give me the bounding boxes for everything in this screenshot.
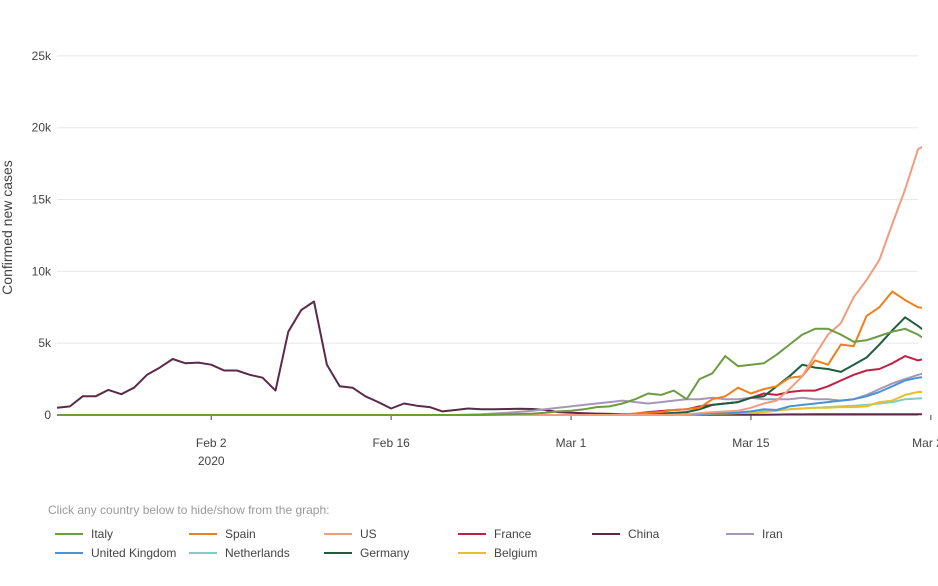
legend-item-united-kingdom[interactable]: United Kingdom	[55, 544, 176, 562]
x-tick-label: Mar 1	[556, 436, 587, 450]
series-line-united-kingdom	[57, 376, 922, 416]
legend-swatch	[189, 533, 217, 535]
legend-item-china[interactable]: China	[592, 525, 659, 543]
y-tick-label: 0	[44, 408, 51, 422]
legend-swatch	[458, 533, 486, 535]
legend-swatch	[189, 552, 217, 554]
series-line-us	[57, 145, 922, 416]
legend-item-iran[interactable]: Iran	[726, 525, 783, 543]
series-line-spain	[57, 290, 922, 416]
x-tick-label: Feb 16	[372, 436, 410, 450]
legend-item-france[interactable]: France	[458, 525, 531, 543]
legend-label: Italy	[91, 527, 114, 541]
legend-label: China	[628, 527, 660, 541]
y-tick-label: 10k	[32, 264, 52, 278]
series-line-france	[57, 355, 922, 416]
legend-item-netherlands[interactable]: Netherlands	[189, 544, 290, 562]
series-group	[57, 145, 922, 416]
legend-swatch	[55, 552, 83, 554]
legend-swatch	[324, 533, 352, 535]
legend-swatch	[324, 552, 352, 554]
legend-swatch	[726, 533, 754, 535]
legend-item-spain[interactable]: Spain	[189, 525, 256, 543]
legend-label: Iran	[762, 527, 783, 541]
series-line-china	[57, 300, 922, 416]
legend-swatch	[458, 552, 486, 554]
y-tick-label: 20k	[32, 121, 52, 135]
legend-label: United Kingdom	[91, 546, 177, 560]
legend-label: France	[494, 527, 532, 541]
legend-item-belgium[interactable]: Belgium	[458, 544, 537, 562]
series-line-belgium	[57, 391, 922, 416]
series-line-italy	[57, 327, 922, 416]
legend-swatch	[592, 533, 620, 535]
series-line-germany	[57, 316, 922, 416]
x-tick-sublabel: 2020	[198, 454, 225, 468]
legend-label: Germany	[360, 546, 410, 560]
legend-item-germany[interactable]: Germany	[324, 544, 409, 562]
legend-item-italy[interactable]: Italy	[55, 525, 113, 543]
x-tick-label: Mar 15	[732, 436, 770, 450]
y-tick-label: 5k	[38, 336, 52, 350]
legend-label: Spain	[225, 527, 256, 541]
y-axis-label: Confirmed new cases	[0, 160, 15, 295]
legend-swatch	[55, 533, 83, 535]
y-tick-label: 15k	[32, 193, 52, 207]
legend-item-us[interactable]: US	[324, 525, 377, 543]
legend-label: Netherlands	[225, 546, 290, 560]
x-tick-label: Feb 2	[196, 436, 227, 450]
legend-label: US	[360, 527, 377, 541]
y-tick-label: 25k	[32, 49, 52, 63]
x-tick-label: Mar 29	[912, 436, 938, 450]
series-line-iran	[57, 372, 922, 416]
legend-hint: Click any country below to hide/show fro…	[48, 503, 330, 517]
legend-label: Belgium	[494, 546, 538, 560]
line-chart: 0 5k 10k 15k 20k 25k Confirmed new cases Feb 2 2…	[0, 49, 938, 468]
